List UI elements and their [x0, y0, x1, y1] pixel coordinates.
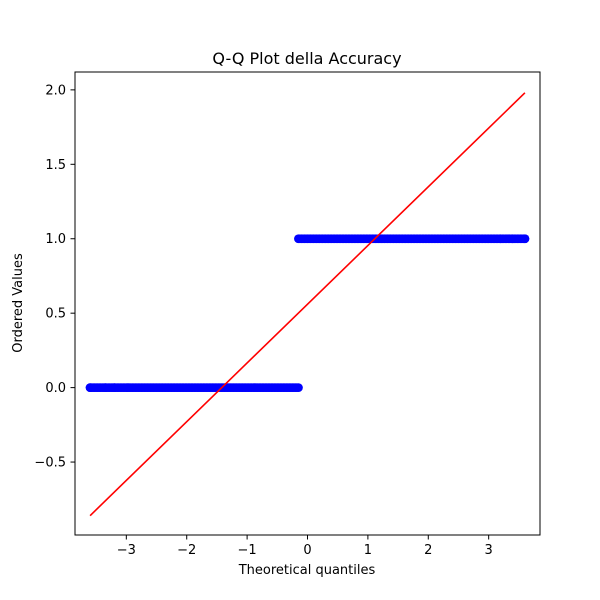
x-axis-label: Theoretical quantiles	[238, 563, 376, 578]
y-tick-label: 1.5	[45, 158, 66, 173]
x-tick-label: −3	[117, 543, 136, 558]
x-tick-label: −1	[238, 543, 257, 558]
data-point	[100, 383, 110, 393]
y-tick-label: 0.0	[45, 381, 66, 396]
x-tick-label: 3	[485, 543, 493, 558]
data-point	[496, 234, 506, 244]
y-axis-label: Ordered Values	[11, 253, 26, 353]
data-point	[508, 234, 518, 244]
data-point	[294, 383, 303, 393]
x-tick-label: 1	[364, 543, 372, 558]
axes: −3 −2 −1 0 1 2 3 −0.5 0.0 0.5 1.0 1.5 2.0	[34, 71, 541, 558]
x-tick-label: −2	[177, 543, 196, 558]
y-tick-label: −0.5	[34, 456, 66, 471]
fit-line	[89, 92, 526, 517]
chart-title: Q-Q Plot della Accuracy	[212, 49, 401, 68]
y-tick-label: 1.0	[45, 232, 66, 247]
y-tick-label: 2.0	[45, 83, 66, 98]
data-point	[520, 234, 530, 244]
data-marks	[85, 92, 530, 517]
y-tick-label: 0.5	[45, 307, 66, 322]
data-point	[109, 383, 119, 393]
x-tick-label: 2	[424, 543, 432, 558]
data-point	[85, 383, 95, 393]
x-tick-label: 0	[303, 543, 311, 558]
